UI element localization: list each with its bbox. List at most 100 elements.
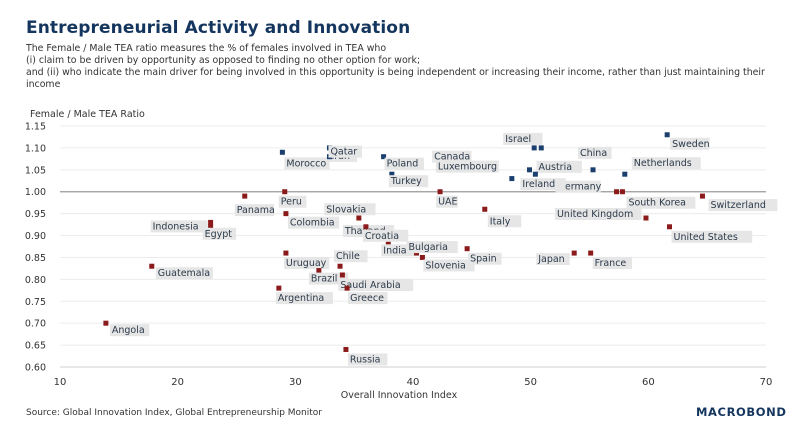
- data-label: Uruguay: [286, 258, 327, 269]
- data-label-background: [555, 180, 601, 193]
- source-note: Source: Global Innovation Index, Global …: [26, 408, 322, 418]
- data-label: Poland: [387, 159, 419, 170]
- data-point-marker: [344, 285, 350, 291]
- data-point-marker: [588, 250, 594, 256]
- data-point-marker: [419, 254, 425, 260]
- data-label: India: [383, 245, 406, 256]
- subtitle-line: income: [26, 79, 61, 90]
- data-point-marker: [667, 224, 673, 230]
- data-point-marker: [279, 149, 285, 155]
- data-label: Greece: [350, 293, 384, 304]
- y-tick-label: 0.85: [25, 253, 46, 264]
- x-tick-label: 40: [407, 377, 420, 388]
- data-point-marker: [664, 132, 670, 138]
- data-label-background: [578, 146, 612, 159]
- data-point-marker: [242, 193, 248, 199]
- data-point-marker: [316, 268, 322, 274]
- data-point-marker: [590, 167, 596, 173]
- data-label-background: [384, 157, 424, 170]
- data-label-background: [388, 175, 429, 188]
- y-tick-label: 0.70: [25, 319, 46, 330]
- data-point-marker: [381, 154, 387, 160]
- y-tick-label: 1.15: [25, 122, 46, 133]
- data-label-background: [436, 195, 458, 208]
- data-label-background: [670, 137, 710, 150]
- data-label: Bulgaria: [409, 242, 448, 253]
- data-label-background: [109, 324, 150, 337]
- y-axis-label: Female / Male TEA Ratio: [30, 109, 145, 120]
- data-label-background: [708, 199, 778, 212]
- data-point-marker: [208, 224, 214, 230]
- data-label: Switzerland: [710, 200, 765, 211]
- brand-logo: MACROBOND: [696, 405, 787, 419]
- data-label-background: [347, 353, 388, 366]
- data-point-marker: [538, 145, 544, 151]
- data-label-background: [334, 250, 368, 263]
- data-label: France: [595, 258, 627, 269]
- data-point-marker: [208, 219, 214, 225]
- chart-subtitle: The Female / Male TEA ratio measures the…: [26, 43, 786, 91]
- data-label: Sweden: [672, 139, 710, 150]
- data-label-background: [328, 145, 362, 158]
- data-label: Italy: [490, 216, 511, 227]
- data-point-marker: [282, 189, 288, 195]
- data-label: Chile: [336, 251, 360, 262]
- data-point-marker: [149, 263, 155, 269]
- data-label: Spain: [470, 254, 497, 265]
- data-label: Netherlands: [634, 158, 692, 169]
- data-label-background: [435, 160, 499, 173]
- x-axis-label: Overall Innovation Index: [341, 390, 458, 401]
- x-tick-label: 50: [524, 377, 537, 388]
- data-label: Croatia: [365, 231, 399, 242]
- data-point-marker: [276, 285, 282, 291]
- data-label-background: [671, 230, 753, 243]
- y-tick-label: 0.65: [25, 341, 46, 352]
- data-point-marker: [531, 145, 537, 151]
- y-tick-label: 1.10: [25, 143, 46, 154]
- x-tick-label: 70: [760, 377, 773, 388]
- y-tick-label: 1.00: [25, 187, 46, 198]
- data-label: Slovenia: [425, 260, 465, 271]
- data-point-marker: [389, 171, 395, 177]
- data-point-marker: [283, 250, 289, 256]
- data-label: Brazil: [311, 274, 338, 285]
- data-label: Luxembourg: [438, 162, 497, 173]
- data-label: United Kingdom: [557, 209, 633, 220]
- data-label: Canada: [434, 152, 470, 163]
- subtitle-line: The Female / Male TEA ratio measures the…: [26, 43, 387, 54]
- data-label: South Korea: [628, 198, 686, 209]
- data-label-background: [520, 178, 566, 191]
- subtitle-line: and (ii) who indicate the main driver fo…: [26, 67, 765, 78]
- y-tick-label: 1.05: [25, 165, 46, 176]
- data-label: Peru: [281, 197, 302, 208]
- data-label-background: [536, 160, 582, 173]
- data-label-background: [503, 132, 543, 145]
- data-label: Japan: [537, 254, 565, 265]
- chart-title: Entrepreneurial Activity and Innovation: [26, 18, 411, 38]
- data-point-marker: [339, 272, 345, 278]
- y-tick-label: 0.90: [25, 231, 46, 242]
- data-label-background: [234, 204, 275, 217]
- data-label-background: [487, 215, 522, 228]
- x-tick-label: 60: [642, 377, 655, 388]
- data-point-marker: [571, 250, 577, 256]
- data-label: United States: [674, 232, 738, 243]
- data-label: Slovakia: [326, 204, 366, 215]
- data-label-background: [278, 195, 307, 208]
- data-label: Angola: [112, 325, 145, 336]
- data-label: Panama: [237, 205, 275, 216]
- data-label: UAE: [438, 197, 457, 208]
- data-point-marker: [337, 263, 343, 269]
- data-label-background: [554, 208, 642, 221]
- data-point-marker: [482, 206, 488, 212]
- data-point-marker: [699, 193, 705, 199]
- y-tick-label: 0.80: [25, 275, 46, 286]
- data-point-marker: [526, 167, 532, 173]
- data-label: Ireland: [522, 179, 555, 190]
- data-label-background: [362, 229, 409, 242]
- data-label-background: [202, 227, 237, 240]
- data-label-background: [626, 196, 696, 209]
- data-label: Morocco: [286, 158, 326, 169]
- data-label-background: [150, 220, 208, 233]
- data-point-marker: [643, 215, 649, 221]
